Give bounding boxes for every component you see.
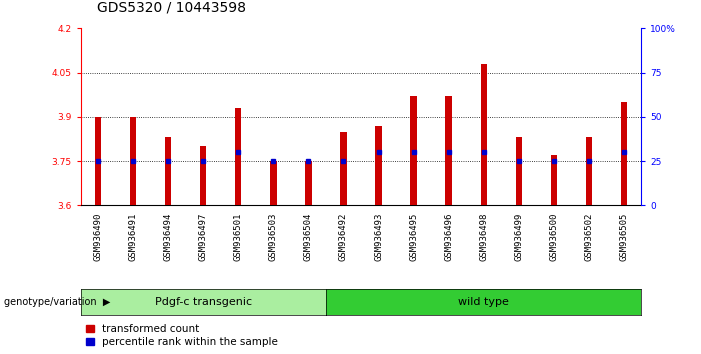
Bar (466, 28, 501, 205)
Bar (306, 161, 312, 205)
Text: Pdgf-c transgenic: Pdgf-c transgenic (155, 297, 252, 307)
Text: GSM936499: GSM936499 (515, 213, 523, 261)
Bar (341, 132, 346, 205)
Bar (95, 117, 102, 205)
Text: GSM936505: GSM936505 (620, 213, 628, 261)
Bar (571, 28, 606, 205)
Bar (81, 28, 116, 205)
Bar (236, 108, 242, 205)
Legend: transformed count, percentile rank within the sample: transformed count, percentile rank withi… (86, 324, 278, 347)
Bar (621, 102, 627, 205)
Text: GSM936504: GSM936504 (304, 213, 313, 261)
Bar (165, 137, 172, 205)
Bar (221, 28, 256, 205)
Bar (411, 96, 416, 205)
Text: GSM936498: GSM936498 (479, 213, 488, 261)
Text: GSM936491: GSM936491 (129, 213, 137, 261)
Bar (446, 96, 452, 205)
Bar (326, 28, 361, 205)
Text: GSM936503: GSM936503 (269, 213, 278, 261)
Bar (396, 28, 431, 205)
Text: GSM936500: GSM936500 (550, 213, 558, 261)
Text: GSM936496: GSM936496 (444, 213, 453, 261)
Bar (186, 28, 221, 205)
Bar (606, 28, 641, 205)
Text: GSM936497: GSM936497 (199, 213, 207, 261)
Bar (130, 117, 137, 205)
Text: GSM936502: GSM936502 (585, 213, 593, 261)
Bar (151, 28, 186, 205)
Text: GSM936490: GSM936490 (94, 213, 102, 261)
Bar (256, 28, 291, 205)
Bar (271, 161, 276, 205)
Bar (291, 28, 326, 205)
Bar (551, 155, 557, 205)
Bar (516, 137, 522, 205)
Bar (376, 126, 382, 205)
Bar (431, 28, 466, 205)
Text: GSM936492: GSM936492 (339, 213, 348, 261)
Text: GSM936495: GSM936495 (409, 213, 418, 261)
Bar (501, 28, 536, 205)
Text: wild type: wild type (458, 297, 509, 307)
Text: GSM936494: GSM936494 (164, 213, 172, 261)
Bar (116, 28, 151, 205)
Text: GSM936493: GSM936493 (374, 213, 383, 261)
Text: genotype/variation  ▶: genotype/variation ▶ (4, 297, 110, 307)
Text: GDS5320 / 10443598: GDS5320 / 10443598 (97, 0, 246, 14)
Bar (481, 64, 487, 205)
Bar (361, 28, 396, 205)
Text: GSM936501: GSM936501 (234, 213, 243, 261)
Bar (586, 137, 592, 205)
Bar (200, 146, 207, 205)
Bar (536, 28, 571, 205)
